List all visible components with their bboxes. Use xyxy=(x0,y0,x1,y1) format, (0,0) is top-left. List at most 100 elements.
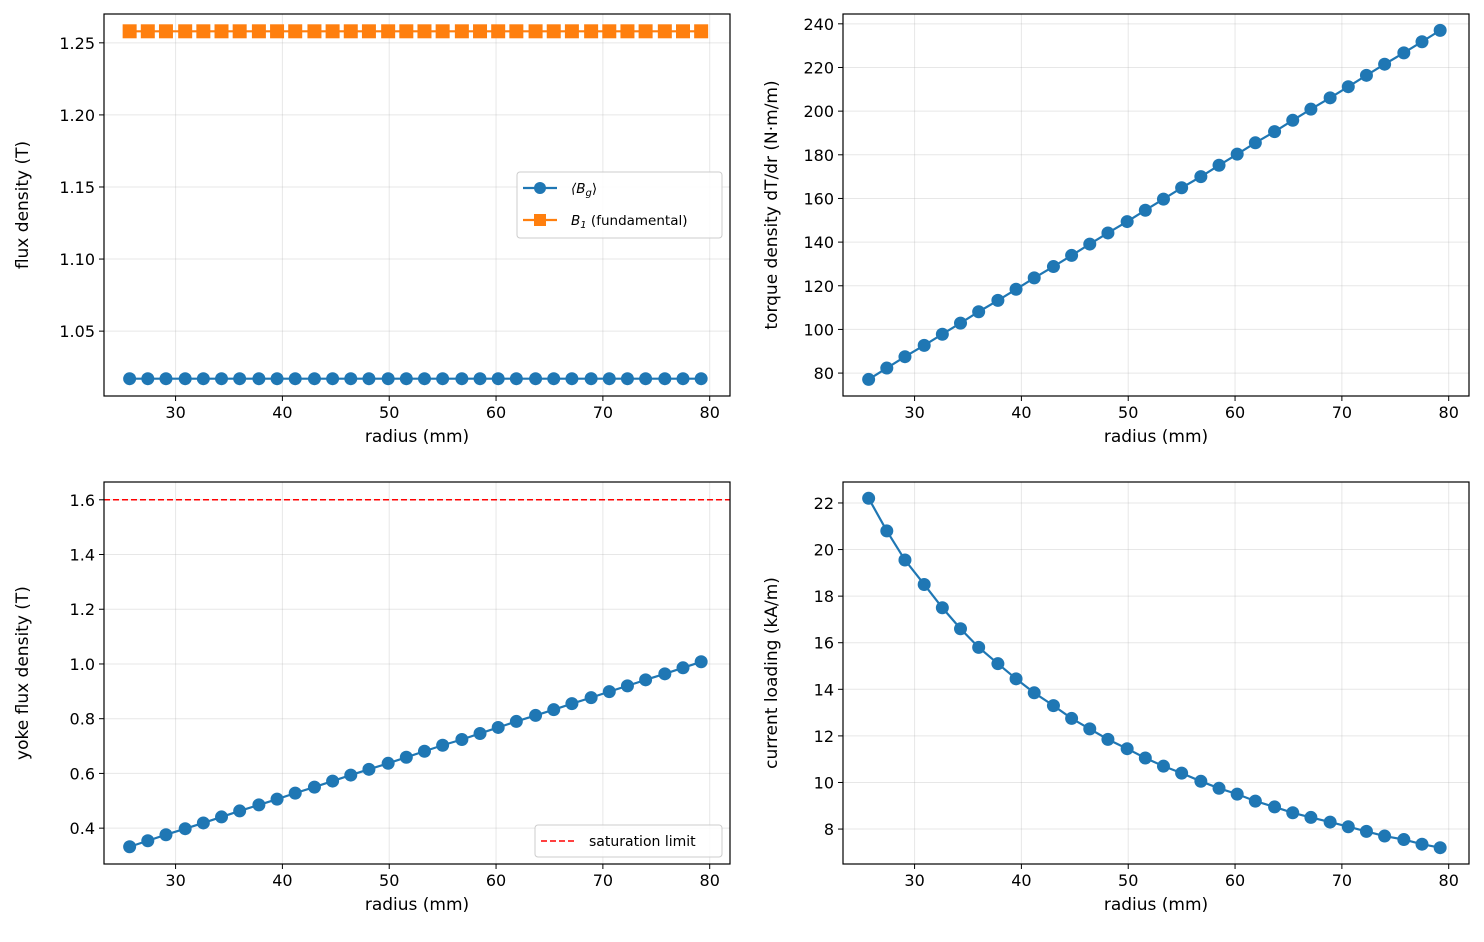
data-point xyxy=(270,24,285,39)
x-tick-label: 60 xyxy=(486,871,506,890)
data-point xyxy=(454,24,469,39)
data-point xyxy=(862,491,876,505)
y-tick-label: 1.10 xyxy=(59,250,95,269)
data-point xyxy=(547,372,561,386)
data-point xyxy=(417,372,431,386)
data-point xyxy=(1194,170,1208,184)
data-point xyxy=(417,744,431,758)
data-point xyxy=(491,720,505,734)
data-point xyxy=(991,293,1005,307)
data-point xyxy=(159,828,173,842)
data-point xyxy=(1433,23,1447,37)
data-point xyxy=(694,372,708,386)
data-point xyxy=(1027,686,1041,700)
data-point xyxy=(1341,80,1355,94)
data-point xyxy=(1120,742,1134,756)
y-tick-label: 1.05 xyxy=(59,322,95,341)
x-tick-label: 30 xyxy=(904,871,924,890)
y-tick-label: 1.6 xyxy=(70,491,95,510)
x-tick-label: 60 xyxy=(1225,403,1245,422)
data-point xyxy=(1138,751,1152,765)
data-point xyxy=(639,372,653,386)
data-point xyxy=(362,762,376,776)
data-point xyxy=(658,667,672,681)
data-point xyxy=(1341,820,1355,834)
data-point xyxy=(509,24,524,39)
x-tick-label: 40 xyxy=(1011,871,1031,890)
series-line xyxy=(867,497,1441,849)
y-tick-label: 10 xyxy=(814,773,834,792)
data-point xyxy=(584,691,598,705)
data-point xyxy=(435,24,450,39)
x-tick-label: 50 xyxy=(1118,403,1138,422)
x-axis-label: radius (mm) xyxy=(1104,427,1208,447)
legend-label-suffix: (fundamental) xyxy=(587,213,688,229)
plot-area xyxy=(862,491,1447,855)
data-point xyxy=(178,822,192,836)
data-point xyxy=(1359,68,1373,82)
y-tick-label: 160 xyxy=(803,189,834,208)
y-tick-label: 180 xyxy=(803,146,834,165)
data-point xyxy=(1286,806,1300,820)
data-point xyxy=(1083,237,1097,251)
data-point xyxy=(972,640,986,654)
y-tick-label: 0.6 xyxy=(70,764,95,783)
axes-frame xyxy=(842,481,1470,865)
x-tick-label: 50 xyxy=(379,871,399,890)
data-point xyxy=(344,372,358,386)
data-point xyxy=(528,24,543,39)
data-point xyxy=(658,372,672,386)
x-tick-label: 40 xyxy=(272,403,292,422)
legend-label-sub: g xyxy=(586,188,592,199)
data-point xyxy=(251,24,266,39)
data-point xyxy=(1046,260,1060,274)
x-tick-label: 80 xyxy=(700,871,720,890)
data-point xyxy=(362,372,376,386)
plot-area xyxy=(104,499,730,854)
data-point xyxy=(123,840,137,854)
x-tick-label: 70 xyxy=(1332,871,1352,890)
axes-frame xyxy=(103,13,731,397)
data-point xyxy=(1248,794,1262,808)
data-point xyxy=(158,24,173,39)
data-point xyxy=(326,774,340,788)
data-point xyxy=(123,372,137,386)
data-point xyxy=(178,372,192,386)
data-point xyxy=(676,372,690,386)
data-point xyxy=(344,768,358,782)
data-point xyxy=(620,24,635,39)
data-point xyxy=(196,372,210,386)
data-point xyxy=(215,372,229,386)
data-point xyxy=(1433,841,1447,855)
data-point xyxy=(529,708,543,722)
data-point xyxy=(233,804,247,818)
y-tick-label: 20 xyxy=(814,541,834,560)
data-point xyxy=(270,372,284,386)
data-point xyxy=(1286,113,1300,127)
y-tick-label: 1.15 xyxy=(59,178,95,197)
series-1 xyxy=(123,655,708,854)
data-point xyxy=(1083,722,1097,736)
data-point xyxy=(307,372,321,386)
data-point xyxy=(491,24,506,39)
data-point xyxy=(455,732,469,746)
axes-frame xyxy=(103,481,731,865)
data-point xyxy=(602,685,616,699)
y-tick-label: 1.4 xyxy=(70,546,95,565)
data-point xyxy=(620,372,634,386)
data-point xyxy=(676,661,690,675)
grid xyxy=(843,14,1469,396)
data-point xyxy=(326,372,340,386)
data-point xyxy=(473,726,487,740)
data-point xyxy=(547,703,561,717)
data-point xyxy=(233,372,247,386)
data-point xyxy=(1248,136,1262,150)
data-point xyxy=(1415,35,1429,49)
x-tick-label: 70 xyxy=(593,403,613,422)
data-point xyxy=(917,577,931,591)
y-tick-label: 220 xyxy=(803,58,834,77)
grid xyxy=(104,482,730,864)
data-point xyxy=(196,816,210,830)
data-point xyxy=(1175,766,1189,780)
